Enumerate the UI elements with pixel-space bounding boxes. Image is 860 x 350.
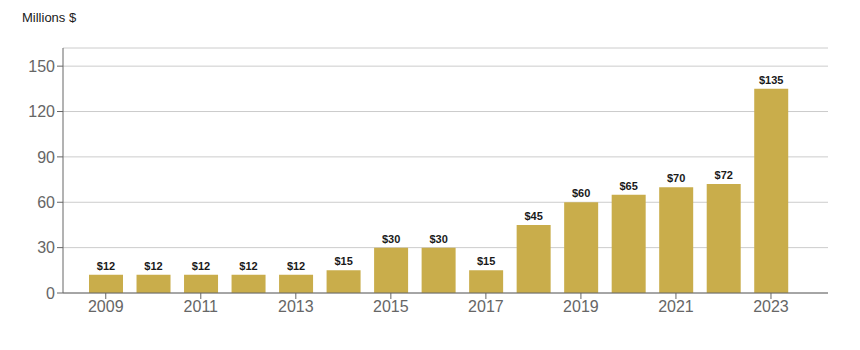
svg-text:$72: $72	[715, 169, 733, 181]
svg-text:$60: $60	[572, 187, 590, 199]
svg-text:$45: $45	[524, 210, 542, 222]
svg-text:2009: 2009	[88, 298, 124, 315]
svg-text:$12: $12	[97, 260, 115, 272]
svg-text:$12: $12	[287, 260, 305, 272]
svg-text:$12: $12	[239, 260, 257, 272]
svg-text:2011: 2011	[184, 298, 219, 315]
svg-text:2013: 2013	[278, 298, 314, 315]
svg-text:$15: $15	[477, 255, 495, 267]
svg-text:2021: 2021	[658, 298, 694, 315]
svg-text:90: 90	[37, 149, 55, 166]
svg-text:$70: $70	[667, 172, 685, 184]
svg-text:$15: $15	[334, 255, 352, 267]
html-text:Millions $: Millions $	[22, 10, 77, 25]
svg-text:$12: $12	[144, 260, 162, 272]
svg-text:60: 60	[37, 194, 55, 211]
svg-text:2019: 2019	[563, 298, 599, 315]
svg-text:2023: 2023	[753, 298, 789, 315]
svg-text:30: 30	[37, 239, 55, 256]
svg-text:$30: $30	[429, 233, 447, 245]
svg-text:0: 0	[46, 285, 55, 302]
svg-text:$135: $135	[759, 74, 783, 86]
svg-text:120: 120	[28, 103, 55, 120]
svg-text:$65: $65	[619, 180, 637, 192]
svg-text:2017: 2017	[468, 298, 504, 315]
svg-text:150: 150	[28, 58, 55, 75]
svg-text:$12: $12	[192, 260, 210, 272]
svg-text:2015: 2015	[373, 298, 409, 315]
svg-text:$30: $30	[382, 233, 400, 245]
